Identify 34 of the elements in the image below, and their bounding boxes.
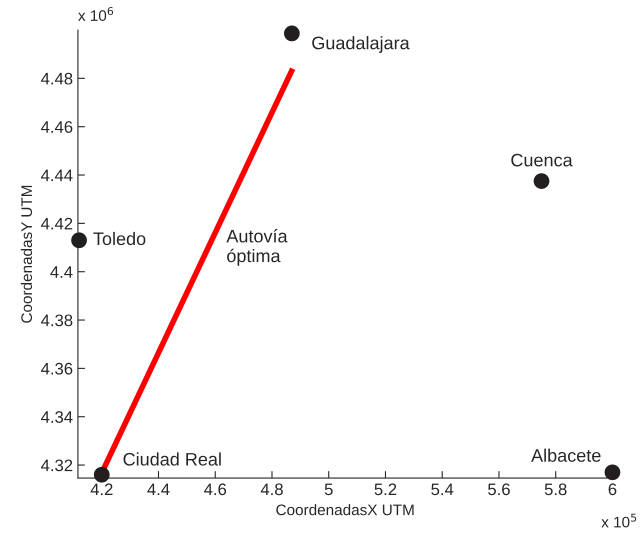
x-tick-label: 5 — [324, 484, 333, 496]
annotation: Albacete — [531, 448, 601, 462]
y-tick-label: 4.34 — [41, 411, 73, 423]
y-tick-label: 4.36 — [41, 362, 72, 375]
x-tick-label: 5.4 — [431, 484, 454, 496]
point — [71, 232, 87, 248]
point — [534, 173, 550, 189]
y-tick-label: 4.42 — [41, 218, 72, 230]
point — [94, 466, 110, 483]
point — [284, 26, 300, 42]
y-tick-label: 4.38 — [41, 314, 72, 326]
text: x 10$^{5}$ — [601, 514, 636, 528]
x-tick-label: 5.6 — [488, 483, 510, 496]
point — [604, 464, 620, 480]
x-tick-label: 4.6 — [204, 483, 226, 496]
x-tick-label: 4.8 — [260, 483, 283, 496]
x-tick-label: 5.8 — [544, 483, 567, 496]
y-tick-label: 4.4 — [50, 266, 73, 278]
annotation: Toledo — [93, 232, 146, 246]
annotation: Guadalajara — [312, 36, 410, 53]
x-tick-label: 5.2 — [374, 483, 396, 496]
x-tick-label: 4.2 — [90, 483, 113, 496]
x-axis-title: CoordenadasX UTM — [276, 504, 414, 516]
annotation: Autovía óptima — [226, 229, 288, 266]
y-tick-label: 4.48 — [41, 72, 72, 85]
y-tick-label: 4.46 — [41, 121, 72, 133]
x-tick-label: 4.4 — [147, 484, 170, 496]
annotation: Ciudad Real — [124, 452, 221, 466]
y-axis-title: CoordenadasY UTM — [20, 186, 32, 323]
y-tick-label: 4.44 — [41, 170, 73, 182]
y-tick-label: 4.32 — [41, 459, 72, 472]
text: x 10$^{6}$ — [78, 7, 114, 21]
annotation: Cuenca — [511, 154, 573, 166]
x-tick-label: 6 — [608, 483, 616, 496]
